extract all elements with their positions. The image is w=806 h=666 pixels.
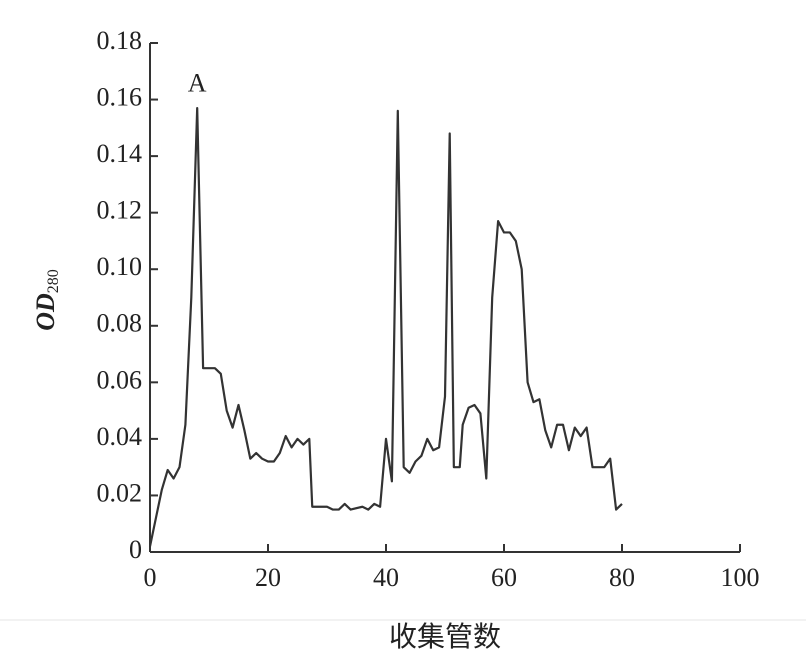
y-axis-label: OD280: [31, 269, 62, 331]
x-tick-label: 100: [721, 563, 760, 592]
y-tick-label: 0: [129, 535, 142, 564]
data-line: [148, 106, 623, 547]
y-tick-label: 0.18: [97, 26, 143, 55]
x-axis-label: 收集管数: [389, 620, 501, 653]
y-tick-label: 0.10: [97, 252, 143, 281]
y-tick-label: 0.14: [97, 139, 143, 168]
x-tick-label: 80: [609, 563, 635, 592]
x-tick-label: 0: [144, 563, 157, 592]
y-tick-label: 0.16: [97, 83, 143, 112]
y-tick-label: 0.08: [97, 309, 143, 338]
y-tick-label: 0.06: [97, 365, 143, 394]
y-tick-label: 0.02: [97, 478, 143, 507]
x-tick-label: 20: [255, 563, 281, 592]
x-tick-label: 60: [491, 563, 517, 592]
annotation: A: [188, 68, 207, 97]
y-tick-label: 0.04: [97, 422, 143, 451]
x-tick-label: 40: [373, 563, 399, 592]
y-label-sub: 280: [45, 269, 62, 293]
y-label-main: OD: [31, 293, 60, 331]
y-tick-label: 0.12: [97, 196, 143, 225]
